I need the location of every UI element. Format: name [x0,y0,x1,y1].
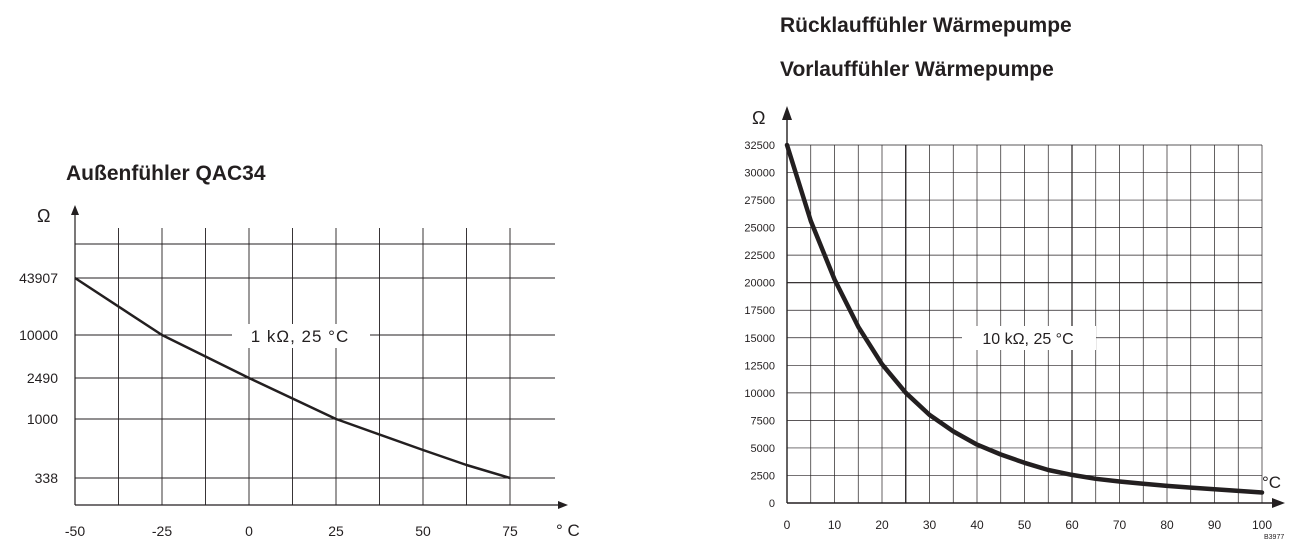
chart1-y-tick-label: 43907 [19,270,58,286]
chart2-y-tick-label: 10000 [744,388,775,400]
chart2-y-tick-label: 30000 [744,168,775,180]
chart2-title-2: Vorlauffühler Wärmepumpe [780,58,1054,81]
chart1-x-tick-label: 0 [245,523,253,539]
chart2-y-tick-label: 0 [769,498,775,510]
chart2-x-tick-label: 0 [784,518,791,532]
chart2-y-tick-label: 15000 [744,333,775,345]
chart2-y-tick-label: 5000 [751,443,775,455]
chart2-x-tick-label: 30 [923,518,937,532]
chart2: Ω °C 0 2500 5000 7500 10000 12500 15000 17500 2000… [744,106,1285,532]
chart2-curve [784,142,1265,495]
chart1-y-tick-label: 2490 [27,370,58,386]
chart2-x-tick-label: 80 [1160,518,1174,532]
chart2-annotation: 10 kΩ, 25 °C [982,331,1073,348]
chart2-x-axis-arrow [1272,498,1285,508]
chart1-x-tick-label: 50 [415,523,431,539]
chart1-y-tick-label: 1000 [27,411,58,427]
chart1-x-axis-label: ° C [556,521,580,540]
chart2-x-tick-label: 50 [1018,518,1032,532]
chart1-y-tick-label: 338 [35,470,59,486]
chart2-x-tick-label: 100 [1252,518,1272,532]
chart1-y-tick-label: 10000 [19,327,58,343]
chart2-x-tick-label: 10 [828,518,842,532]
chart2-x-tick-label: 70 [1113,518,1127,532]
chart1: Ω ° C -50 -25 0 25 50 75 43907 10000 2490 1000 338 1 … [19,205,580,540]
chart2-y-tick-label: 2500 [751,470,775,482]
chart1-x-tick-label: -50 [65,523,85,539]
chart2-x-tick-label: 40 [970,518,984,532]
chart1-y-axis-arrow [71,205,79,215]
chart2-x-tick-label: 60 [1065,518,1079,532]
chart2-y-tick-label: 20000 [744,278,775,290]
chart1-x-axis-arrow [558,501,568,509]
chart2-y-tick-label: 22500 [744,250,775,262]
chart2-annotation-bg [962,326,1096,350]
chart1-x-tick-label: 25 [328,523,344,539]
chart2-x-tick-label: 20 [875,518,889,532]
chart2-x-axis-label: °C [1262,473,1281,492]
chart2-title-1: Rücklauffühler Wärmepumpe [780,14,1072,37]
chart2-y-axis-label: Ω [752,108,765,128]
chart1-curve [74,276,511,480]
chart2-x-tick-label: 90 [1208,518,1222,532]
chart1-x-tick-label: -25 [152,523,172,539]
chart2-y-tick-label: 17500 [744,305,775,317]
chart1-x-tick-label: 75 [502,523,518,539]
chart1-y-axis-label: Ω [37,206,50,226]
chart1-annotation-bg [232,324,370,348]
chart2-y-axis-arrow [782,106,792,120]
chart2-y-tick-label: 7500 [751,415,775,427]
chart1-title: Außenfühler QAC34 [66,162,266,185]
chart2-y-tick-label: 27500 [744,195,775,207]
chart2-y-tick-label: 25000 [744,223,775,235]
chart1-annotation: 1 kΩ, 25 °C [251,327,350,346]
figure-code: B3977 [1264,534,1285,541]
chart2-y-tick-label: 12500 [744,360,775,372]
chart2-y-tick-label: 32500 [744,140,775,152]
